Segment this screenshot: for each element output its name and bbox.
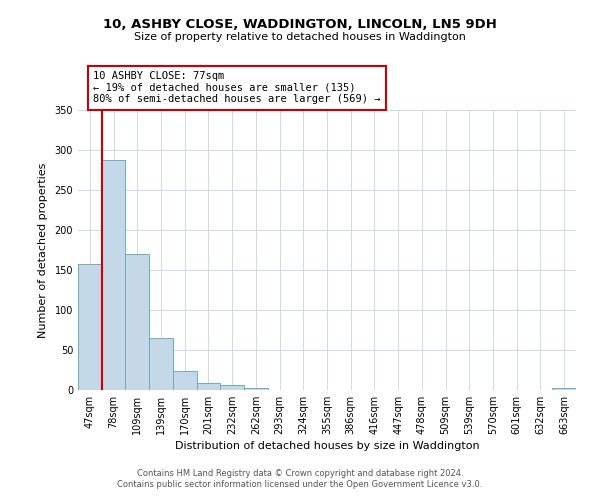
Text: Size of property relative to detached houses in Waddington: Size of property relative to detached ho… xyxy=(134,32,466,42)
Bar xyxy=(125,254,149,390)
X-axis label: Distribution of detached houses by size in Waddington: Distribution of detached houses by size … xyxy=(175,441,479,451)
Text: Contains public sector information licensed under the Open Government Licence v3: Contains public sector information licen… xyxy=(118,480,482,489)
Text: Contains HM Land Registry data © Crown copyright and database right 2024.: Contains HM Land Registry data © Crown c… xyxy=(137,468,463,477)
Text: 10 ASHBY CLOSE: 77sqm
← 19% of detached houses are smaller (135)
80% of semi-det: 10 ASHBY CLOSE: 77sqm ← 19% of detached … xyxy=(93,71,380,104)
Bar xyxy=(149,338,173,390)
Bar xyxy=(173,371,197,390)
Bar xyxy=(78,264,102,390)
Text: 10, ASHBY CLOSE, WADDINGTON, LINCOLN, LN5 9DH: 10, ASHBY CLOSE, WADDINGTON, LINCOLN, LN… xyxy=(103,18,497,30)
Bar xyxy=(244,388,268,390)
Bar xyxy=(102,160,125,390)
Bar xyxy=(220,385,244,390)
Bar xyxy=(552,388,576,390)
Bar xyxy=(197,383,220,390)
Y-axis label: Number of detached properties: Number of detached properties xyxy=(38,162,47,338)
